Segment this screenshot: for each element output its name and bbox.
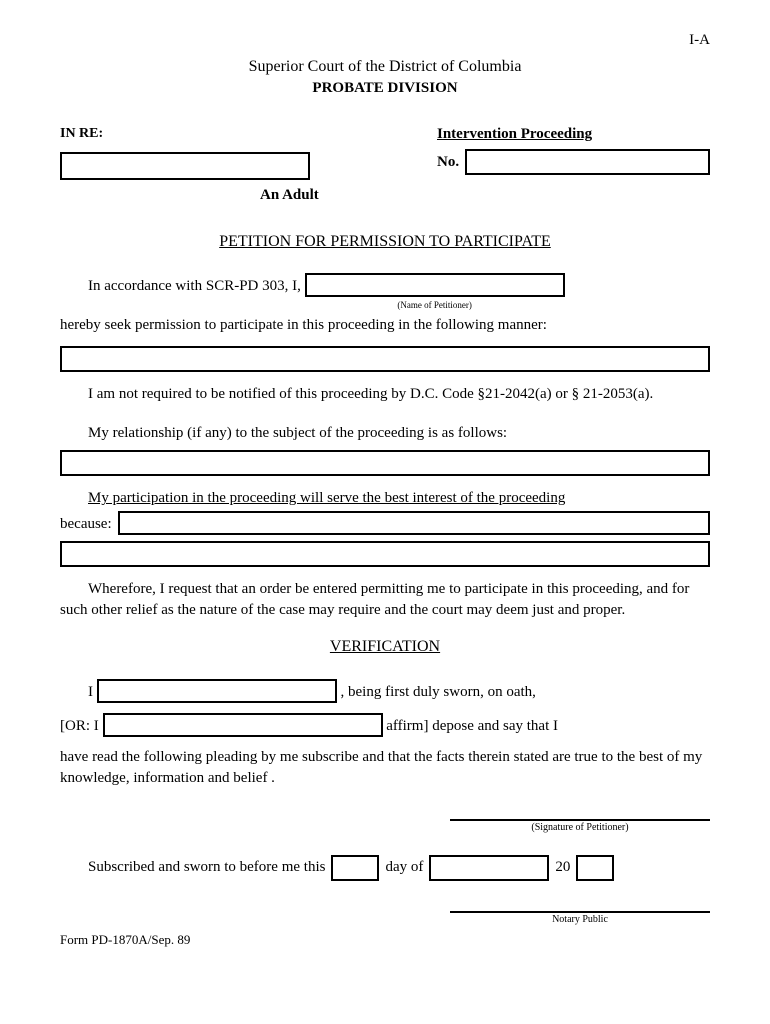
relationship-text: My relationship (if any) to the subject …: [88, 423, 710, 444]
not-required-text: I am not required to be notified of this…: [60, 384, 710, 405]
in-re-section: IN RE: Intervention Proceeding No.: [60, 124, 710, 180]
intervention-label: Intervention Proceeding: [437, 124, 710, 145]
seek-permission-text: hereby seek permission to participate in…: [60, 315, 710, 336]
signature-caption: (Signature of Petitioner): [450, 821, 710, 835]
corner-label: I-A: [60, 30, 710, 51]
sworn-text-b: day of: [385, 857, 423, 878]
best-interest-text: My participation in the proceeding will …: [60, 488, 710, 509]
accordance-line: In accordance with SCR-PD 303, I, (Name …: [60, 273, 710, 297]
sworn-text-c: 20: [555, 857, 570, 878]
sworn-text-a: Subscribed and sworn to before me this: [88, 857, 325, 878]
because-label: because:: [60, 514, 112, 535]
sworn-day-field[interactable]: [331, 855, 379, 881]
affirm-text: affirm] depose and say that I: [386, 718, 558, 734]
sworn-month-field[interactable]: [429, 855, 549, 881]
verification-line-2: [OR: I affirm] depose and say that I: [60, 713, 710, 737]
court-name: Superior Court of the District of Columb…: [60, 56, 710, 78]
petitioner-name-field[interactable]: (Name of Petitioner): [305, 273, 565, 297]
affiant-name-field-2[interactable]: [103, 713, 383, 737]
petition-title: PETITION FOR PERMISSION TO PARTICIPATE: [60, 231, 710, 253]
sworn-year-field[interactable]: [576, 855, 614, 881]
header: Superior Court of the District of Columb…: [60, 56, 710, 99]
case-no-field[interactable]: [465, 149, 710, 175]
affiant-name-field-1[interactable]: [97, 679, 337, 703]
i-label-1: I: [88, 684, 93, 700]
wherefore-text: Wherefore, I request that an order be en…: [60, 579, 710, 621]
because-field-2[interactable]: [60, 541, 710, 567]
adult-label: An Adult: [260, 185, 710, 206]
case-no-label: No.: [437, 152, 459, 173]
form-id: Form PD-1870A/Sep. 89: [60, 931, 710, 949]
subject-name-field[interactable]: [60, 152, 310, 180]
or-i-label: [OR: I: [60, 718, 99, 734]
manner-field[interactable]: [60, 346, 710, 372]
because-field-1[interactable]: [118, 511, 710, 535]
notary-caption: Notary Public: [450, 913, 710, 927]
in-re-label: IN RE:: [60, 124, 385, 144]
being-text: , being first duly sworn, on oath,: [341, 684, 536, 700]
petitioner-name-caption: (Name of Petitioner): [307, 299, 563, 312]
accordance-text: In accordance with SCR-PD 303, I,: [88, 278, 301, 294]
verification-body: have read the following pleading by me s…: [60, 747, 710, 789]
verification-title: VERIFICATION: [60, 636, 710, 658]
verification-line-1: I , being first duly sworn, on oath,: [88, 679, 710, 703]
relationship-field[interactable]: [60, 450, 710, 476]
division-name: PROBATE DIVISION: [60, 78, 710, 99]
sworn-row: Subscribed and sworn to before me this d…: [60, 855, 710, 881]
